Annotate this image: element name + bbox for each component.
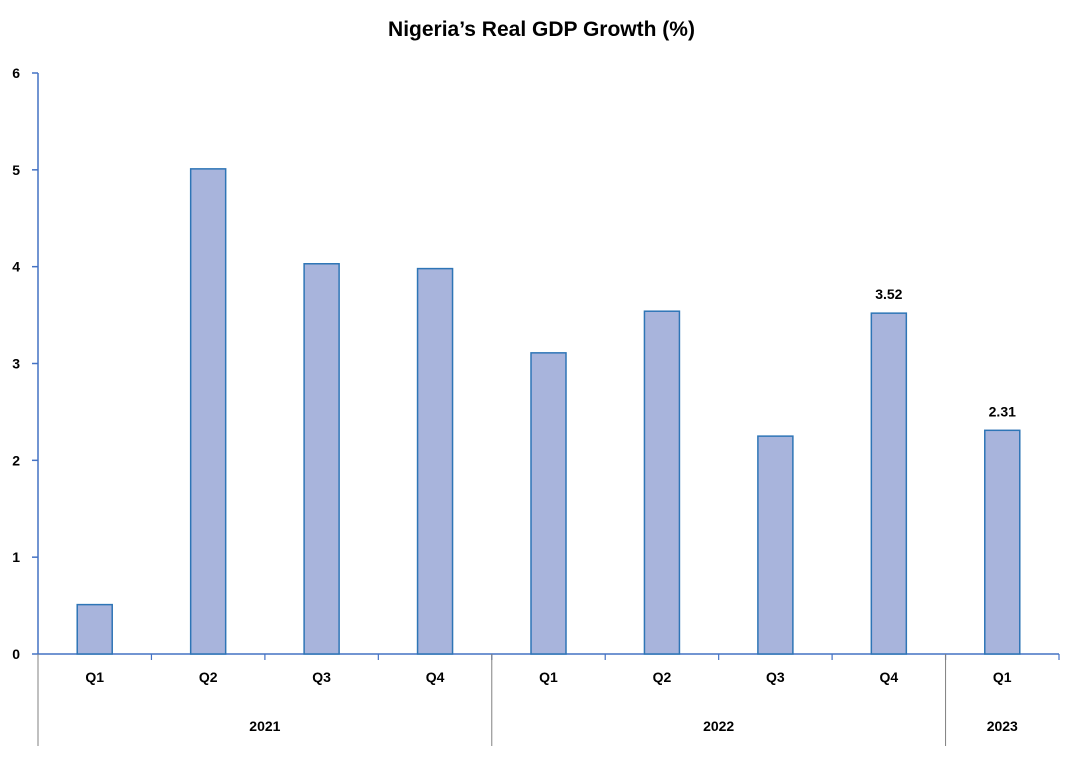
y-tick-label: 6 [12,65,20,81]
x-tick-label: Q1 [85,669,104,685]
x-group-label: 2023 [987,718,1018,734]
x-tick-label: Q3 [312,669,331,685]
x-tick-label: Q4 [879,669,898,685]
bar [530,352,567,655]
y-tick-label: 2 [12,452,20,468]
bar [189,168,227,655]
data-label: 3.52 [875,286,902,302]
x-tick-label: Q2 [653,669,672,685]
x-tick-label: Q4 [426,669,445,685]
bar [76,603,113,655]
y-tick-label: 5 [12,162,20,178]
chart-title: Nigeria’s Real GDP Growth (%) [388,18,695,41]
bar [416,267,454,655]
bar [984,429,1021,655]
bar [303,263,340,655]
bar [643,310,681,655]
x-tick-label: Q3 [766,669,785,685]
x-group-label: 2022 [703,718,734,734]
y-tick-label: 0 [12,646,20,662]
x-tick-label: Q1 [993,669,1012,685]
y-tick-label: 4 [12,259,20,275]
y-tick-label: 1 [12,549,20,565]
bar [870,312,908,655]
x-tick-label: Q2 [199,669,218,685]
data-label: 2.31 [989,403,1016,419]
x-group-label: 2021 [249,718,280,734]
x-tick-label: Q1 [539,669,558,685]
bar [757,435,794,655]
y-tick-label: 3 [12,356,20,372]
